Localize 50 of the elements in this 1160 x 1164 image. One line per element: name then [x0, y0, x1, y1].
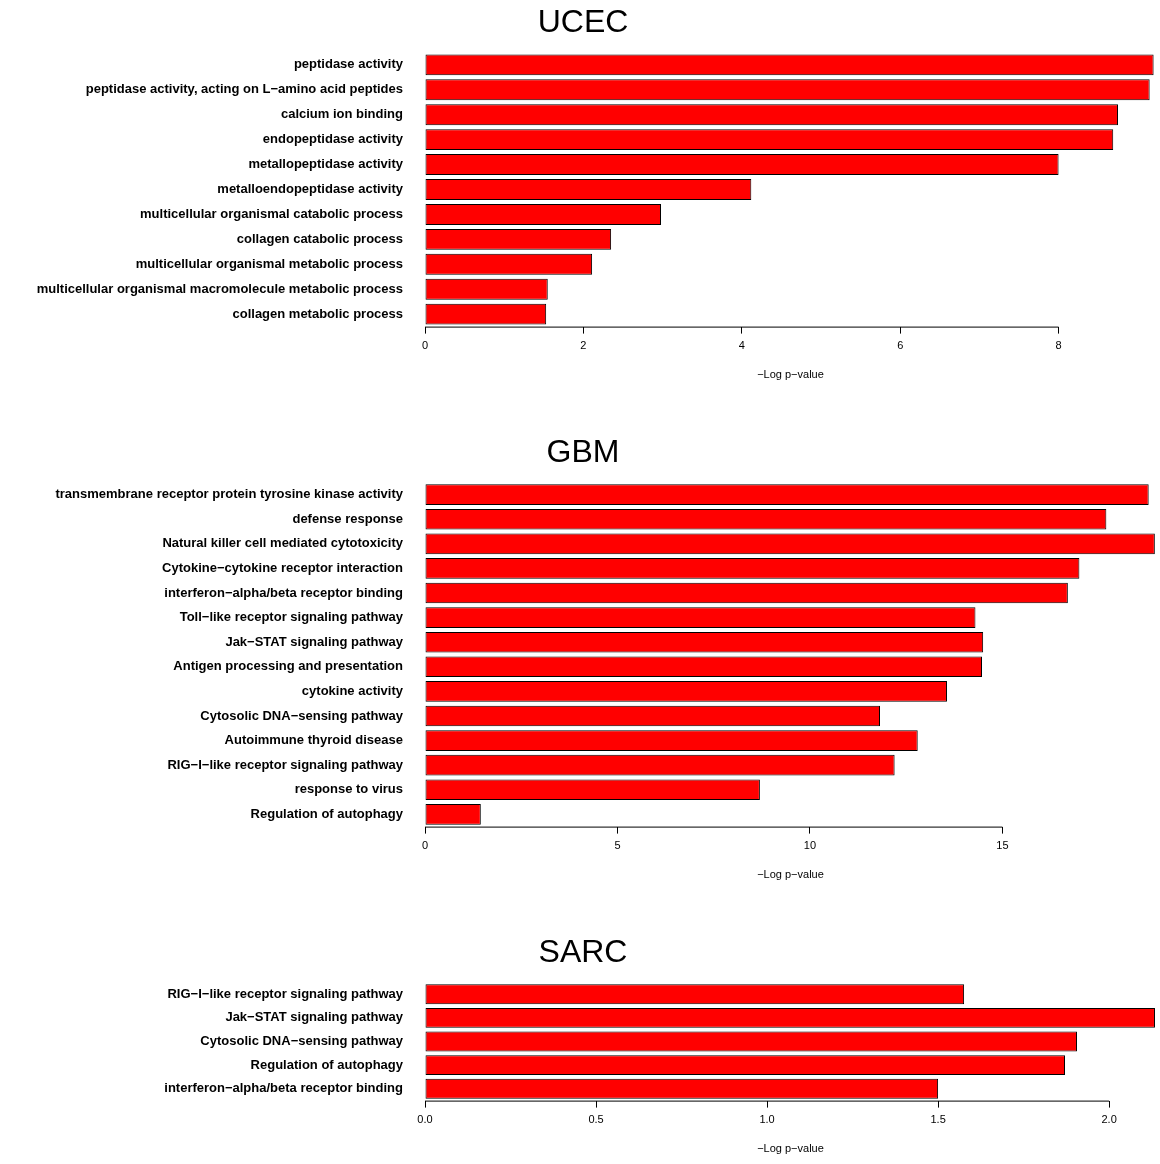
y-tick-label: transmembrane receptor protein tyrosine kinase activity: [55, 486, 404, 502]
x-tick-label: 8: [1055, 339, 1062, 352]
y-tick-label: interferon−alpha/beta receptor binding: [164, 1080, 404, 1096]
y-tick-label: Autoimmune thyroid disease: [224, 732, 403, 748]
y-tick-label: interferon−alpha/beta receptor binding: [164, 584, 404, 600]
y-tick-label: cytokine activity: [301, 682, 404, 698]
y-tick-label: Jak−STAT signaling pathway: [225, 1009, 404, 1025]
x-tick-label: 2: [580, 339, 587, 352]
x-axis-title: −Log p−value: [757, 1142, 824, 1155]
x-axis-title: −Log p−value: [757, 868, 824, 881]
y-tick-label: endopeptidase activity: [262, 131, 404, 147]
x-tick-label: 0: [421, 839, 429, 852]
x-tick-label: 6: [897, 339, 904, 352]
y-tick-label: metallopeptidase activity: [248, 156, 404, 172]
y-tick-label: Cytokine−cytokine receptor interaction: [162, 560, 404, 576]
x-axis-title: −Log p−value: [757, 368, 824, 381]
x-tick-label: 2.0: [1101, 1113, 1117, 1126]
x-tick-label: 1.0: [759, 1113, 775, 1126]
x-tick-label: 0.0: [417, 1113, 433, 1126]
x-tick-label: 0: [421, 339, 429, 352]
x-tick-label: 10: [803, 839, 817, 852]
y-tick-label: Regulation of autophagy: [250, 1056, 404, 1072]
y-tick-label: collagen catabolic process: [236, 230, 403, 246]
y-tick-label: RIG−I−like receptor signaling pathway: [167, 756, 404, 772]
y-tick-label: Cytosolic DNA−sensing pathway: [200, 707, 404, 723]
y-tick-label: multicellular organismal macromolecule metabolic process: [36, 280, 403, 296]
y-tick-label: Jak−STAT signaling pathway: [225, 633, 404, 649]
y-tick-label: response to virus: [294, 781, 403, 797]
x-tick-label: 4: [738, 339, 745, 352]
x-tick-label: 15: [996, 839, 1009, 852]
y-tick-label: RIG−I−like receptor signaling pathway: [167, 985, 404, 1001]
x-tick-label: 1.5: [930, 1113, 946, 1126]
y-tick-label: peptidase activity: [293, 56, 404, 72]
chart-title: UCEC: [537, 3, 629, 40]
y-tick-label: metalloendopeptidase activity: [217, 181, 404, 197]
y-tick-label: Antigen processing and presentation: [173, 658, 404, 674]
y-tick-label: Cytosolic DNA−sensing pathway: [200, 1033, 404, 1049]
y-tick-label: Regulation of autophagy: [250, 805, 404, 821]
chart-title: GBM: [546, 433, 620, 470]
y-tick-label: peptidase activity, acting on L−amino acid peptides: [85, 81, 403, 97]
y-tick-label: multicellular organismal metabolic process: [135, 255, 403, 271]
x-tick-label: 0.5: [588, 1113, 604, 1126]
y-tick-label: calcium ion binding: [280, 106, 404, 122]
y-tick-label: collagen metabolic process: [232, 305, 403, 321]
y-tick-label: Natural killer cell mediated cytotoxicity: [162, 535, 404, 551]
y-tick-label: defense response: [292, 510, 403, 526]
y-tick-label: multicellular organismal catabolic process: [140, 206, 403, 222]
y-tick-label: Toll−like receptor signaling pathway: [179, 609, 404, 625]
chart-title: SARC: [538, 933, 628, 970]
x-tick-label: 5: [614, 839, 621, 852]
